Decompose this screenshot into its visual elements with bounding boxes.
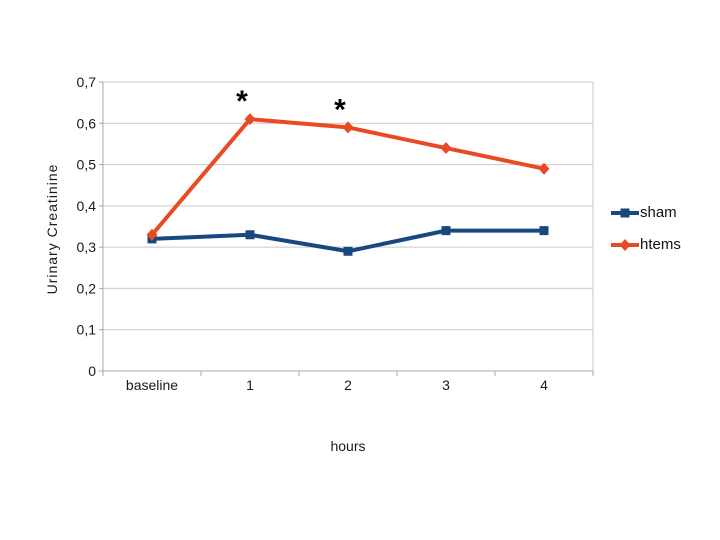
y-tick-label: 0,1 (77, 322, 97, 338)
y-axis-title: Urinary Creatinine (44, 163, 60, 295)
legend-item-sham: sham (611, 201, 681, 225)
htems-series-legend-icon (611, 239, 639, 251)
sham-legend-marker-shape (620, 208, 630, 218)
significance-asterisk: * (236, 85, 248, 118)
legend-item-htems: htems (611, 233, 681, 257)
htems-legend-marker-shape (619, 239, 631, 251)
htems-series-line (150, 117, 546, 237)
sham-data-marker (343, 246, 353, 256)
legend-label-sham: sham (640, 204, 677, 221)
y-tick-label: 0,4 (77, 198, 97, 214)
x-axis-title: hours (330, 438, 366, 454)
y-tick-label: 0 (88, 363, 96, 379)
y-tick-label: 0,6 (77, 115, 97, 131)
significance-asterisk: * (334, 93, 346, 126)
sham-data-marker (539, 226, 549, 236)
x-tick-label: 1 (246, 377, 254, 393)
y-tick-label: 0,7 (77, 74, 97, 90)
x-tick-label: baseline (126, 377, 178, 393)
sham-data-marker (441, 226, 451, 236)
y-tick-label: 0,3 (77, 239, 97, 255)
sham-series-legend-icon (611, 208, 639, 218)
htems-data-marker (146, 228, 158, 241)
y-tick-label: 0,2 (77, 280, 97, 296)
x-tick-label: 3 (442, 377, 450, 393)
x-tick-label: 2 (344, 377, 352, 393)
y-tick-label: 0,5 (77, 157, 97, 173)
legend-label-htems: htems (640, 236, 681, 253)
sham-data-marker (245, 230, 255, 240)
htems-data-marker (440, 142, 452, 155)
chart-legend: sham htems (611, 201, 681, 265)
htems-data-marker (538, 162, 550, 175)
htems-data-marker (342, 121, 354, 134)
x-tick-label: 4 (540, 377, 548, 393)
htems-data-marker (244, 113, 256, 126)
